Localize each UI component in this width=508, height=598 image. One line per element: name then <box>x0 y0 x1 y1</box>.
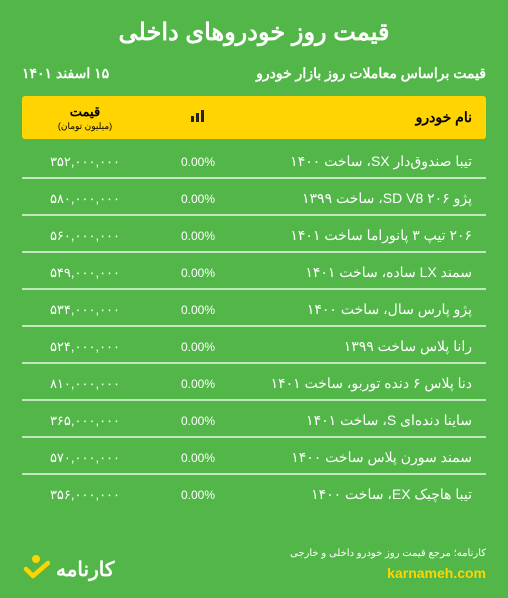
sub-header: قیمت براساس معاملات روز بازار خودرو ۱۵ ا… <box>22 65 486 82</box>
cell-change: 0.00% <box>148 266 248 280</box>
footer-tagline: کارنامه؛ مرجع قیمت روز خودرو داخلی و خار… <box>290 545 486 562</box>
footer-site: karnameh.com <box>290 562 486 586</box>
chart-icon <box>190 110 206 125</box>
cell-name: ساینا دنده‌ای S، ساخت ۱۴۰۱ <box>248 412 486 429</box>
table-header: نام خودرو قیمت (میلیون تومان) <box>22 96 486 139</box>
cell-name: تیبا صندوق‌دار SX، ساخت ۱۴۰۰ <box>248 153 486 170</box>
cell-name: سمند LX ساده، ساخت ۱۴۰۱ <box>248 264 486 281</box>
cell-name: پژو ۲۰۶ SD V8، ساخت ۱۳۹۹ <box>248 190 486 207</box>
cell-name: تیبا هاچبک EX، ساخت ۱۴۰۰ <box>248 486 486 503</box>
cell-price: ۸۱۰,۰۰۰,۰۰۰ <box>22 376 148 392</box>
date-label: ۱۵ اسفند ۱۴۰۱ <box>22 65 109 82</box>
brand-logo: کارنامه <box>22 553 114 586</box>
cell-change: 0.00% <box>148 414 248 428</box>
table-row: ۲۰۶ تیپ ۳ پانوراما ساخت ۱۴۰۱0.00%۵۶۰,۰۰۰… <box>22 219 486 253</box>
brand-name: کارنامه <box>56 557 114 582</box>
col-header-price: قیمت (میلیون تومان) <box>22 103 148 132</box>
cell-change: 0.00% <box>148 229 248 243</box>
cell-price: ۳۵۲,۰۰۰,۰۰۰ <box>22 154 148 170</box>
subtitle: قیمت براساس معاملات روز بازار خودرو <box>256 65 486 82</box>
cell-name: دنا پلاس ۶ دنده توربو، ساخت ۱۴۰۱ <box>248 375 486 392</box>
cell-price: ۵۸۰,۰۰۰,۰۰۰ <box>22 191 148 207</box>
cell-change: 0.00% <box>148 377 248 391</box>
cell-change: 0.00% <box>148 340 248 354</box>
table-row: پژو پارس سال، ساخت ۱۴۰۰0.00%۵۳۴,۰۰۰,۰۰۰ <box>22 293 486 327</box>
cell-name: سمند سورن پلاس ساخت ۱۴۰۰ <box>248 449 486 466</box>
col-header-name: نام خودرو <box>248 109 486 126</box>
table-row: تیبا هاچبک EX، ساخت ۱۴۰۰0.00%۳۵۶,۰۰۰,۰۰۰ <box>22 478 486 510</box>
cell-name: پژو پارس سال، ساخت ۱۴۰۰ <box>248 301 486 318</box>
cell-price: ۳۵۶,۰۰۰,۰۰۰ <box>22 487 148 503</box>
cell-price: ۵۲۴,۰۰۰,۰۰۰ <box>22 339 148 355</box>
footer: کارنامه؛ مرجع قیمت روز خودرو داخلی و خار… <box>22 535 486 586</box>
cell-change: 0.00% <box>148 192 248 206</box>
page-title: قیمت روز خودروهای داخلی <box>22 18 486 47</box>
logo-mark <box>22 553 50 586</box>
cell-change: 0.00% <box>148 155 248 169</box>
table-row: سمند سورن پلاس ساخت ۱۴۰۰0.00%۵۷۰,۰۰۰,۰۰۰ <box>22 441 486 475</box>
cell-price: ۳۶۵,۰۰۰,۰۰۰ <box>22 413 148 429</box>
table-row: ساینا دنده‌ای S، ساخت ۱۴۰۱0.00%۳۶۵,۰۰۰,۰… <box>22 404 486 438</box>
cell-name: ۲۰۶ تیپ ۳ پانوراما ساخت ۱۴۰۱ <box>248 227 486 244</box>
price-card: قیمت روز خودروهای داخلی قیمت براساس معام… <box>0 0 508 598</box>
cell-price: ۵۴۹,۰۰۰,۰۰۰ <box>22 265 148 281</box>
cell-change: 0.00% <box>148 303 248 317</box>
table-row: تیبا صندوق‌دار SX، ساخت ۱۴۰۰0.00%۳۵۲,۰۰۰… <box>22 145 486 179</box>
cell-change: 0.00% <box>148 488 248 502</box>
table-row: دنا پلاس ۶ دنده توربو، ساخت ۱۴۰۱0.00%۸۱۰… <box>22 367 486 401</box>
col-header-change <box>148 110 248 125</box>
table-row: سمند LX ساده، ساخت ۱۴۰۱0.00%۵۴۹,۰۰۰,۰۰۰ <box>22 256 486 290</box>
table-body: تیبا صندوق‌دار SX، ساخت ۱۴۰۰0.00%۳۵۲,۰۰۰… <box>22 145 486 510</box>
table-row: پژو ۲۰۶ SD V8، ساخت ۱۳۹۹0.00%۵۸۰,۰۰۰,۰۰۰ <box>22 182 486 216</box>
cell-price: ۵۶۰,۰۰۰,۰۰۰ <box>22 228 148 244</box>
table-row: رانا پلاس ساخت ۱۳۹۹0.00%۵۲۴,۰۰۰,۰۰۰ <box>22 330 486 364</box>
cell-price: ۵۳۴,۰۰۰,۰۰۰ <box>22 302 148 318</box>
cell-change: 0.00% <box>148 451 248 465</box>
cell-name: رانا پلاس ساخت ۱۳۹۹ <box>248 338 486 355</box>
footer-text: کارنامه؛ مرجع قیمت روز خودرو داخلی و خار… <box>290 545 486 586</box>
cell-price: ۵۷۰,۰۰۰,۰۰۰ <box>22 450 148 466</box>
